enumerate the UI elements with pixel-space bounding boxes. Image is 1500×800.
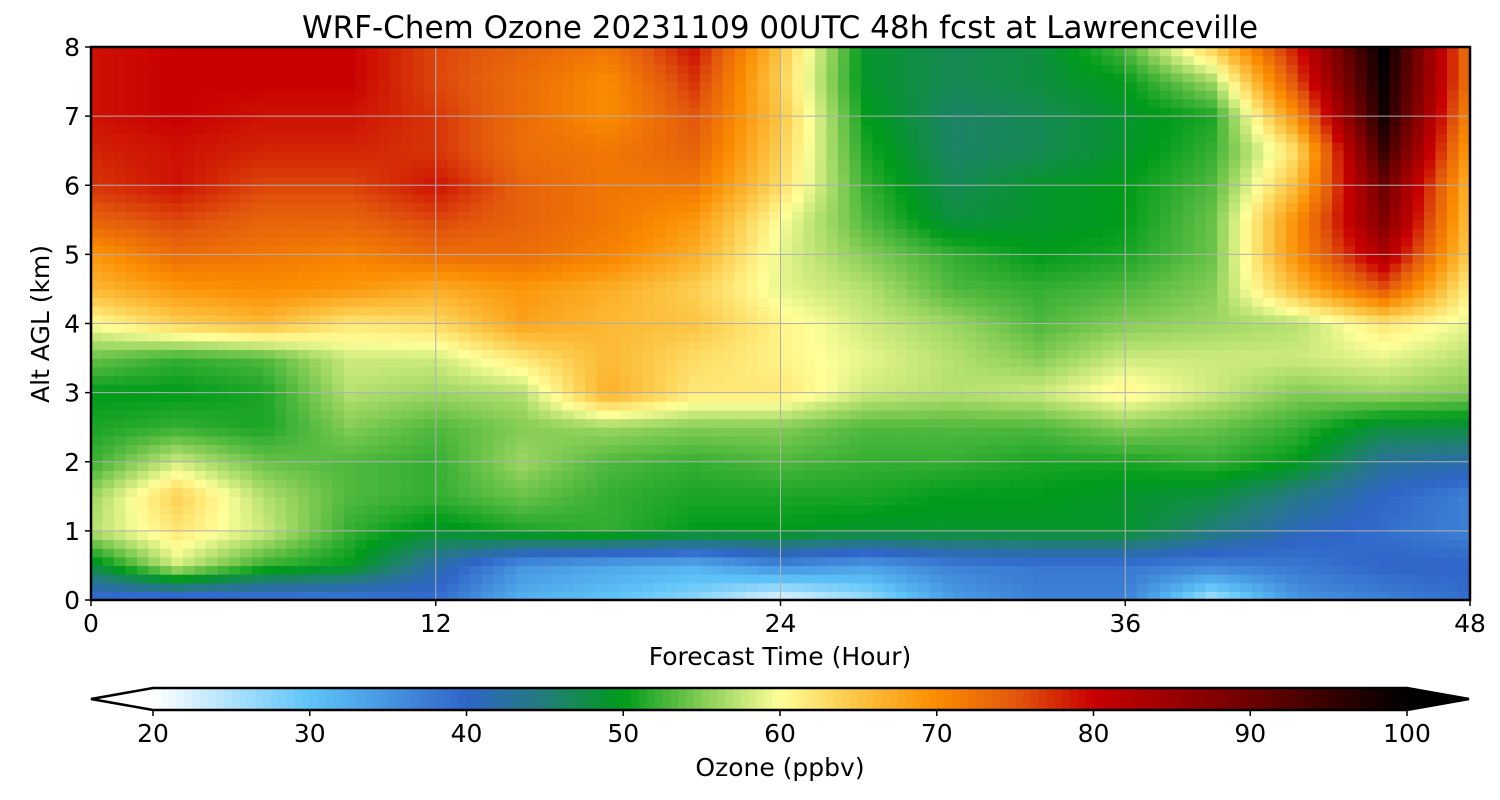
colorbar-tick-label: 60 (764, 719, 796, 748)
y-tick-label: 3 (64, 379, 80, 408)
y-tick-label: 8 (64, 33, 80, 62)
colorbar-tick-label: 50 (607, 719, 639, 748)
colorbar-tick-label: 20 (137, 719, 169, 748)
x-tick-label: 48 (1454, 609, 1486, 638)
y-tick-label: 7 (64, 102, 80, 131)
x-tick-label: 36 (1109, 609, 1141, 638)
y-tick-label: 1 (64, 517, 80, 546)
y-tick-label: 6 (64, 171, 80, 200)
y-tick-label: 2 (64, 448, 80, 477)
y-tick-label: 0 (64, 586, 80, 615)
y-axis-label: Alt AGL (km) (26, 245, 55, 403)
colorbar: 20 30 40 50 60 70 80 90 100 (90, 686, 1470, 748)
chart-title: WRF-Chem Ozone 20231109 00UTC 48h fcst a… (302, 10, 1258, 46)
colorbar-tick-label: 70 (921, 719, 953, 748)
y-tick-label: 5 (64, 240, 80, 269)
colorbar-tick-label: 90 (1234, 719, 1266, 748)
x-axis-label: Forecast Time (Hour) (649, 642, 912, 671)
x-tick-label: 0 (83, 609, 99, 638)
colorbar-tick-label: 80 (1078, 719, 1110, 748)
colorbar-label: Ozone (ppbv) (695, 753, 864, 782)
colorbar-tick-label: 40 (451, 719, 483, 748)
y-tick-label: 4 (64, 310, 80, 339)
colorbar-tick-label: 100 (1383, 719, 1431, 748)
x-axis-ticks: 0 12 24 36 48 (83, 600, 1486, 638)
x-tick-label: 24 (765, 609, 797, 638)
y-axis-ticks: 0 1 2 3 4 5 6 7 8 (64, 33, 91, 615)
ozone-heatmap (91, 47, 1470, 600)
x-tick-label: 12 (420, 609, 452, 638)
colorbar-tick-label: 30 (294, 719, 326, 748)
